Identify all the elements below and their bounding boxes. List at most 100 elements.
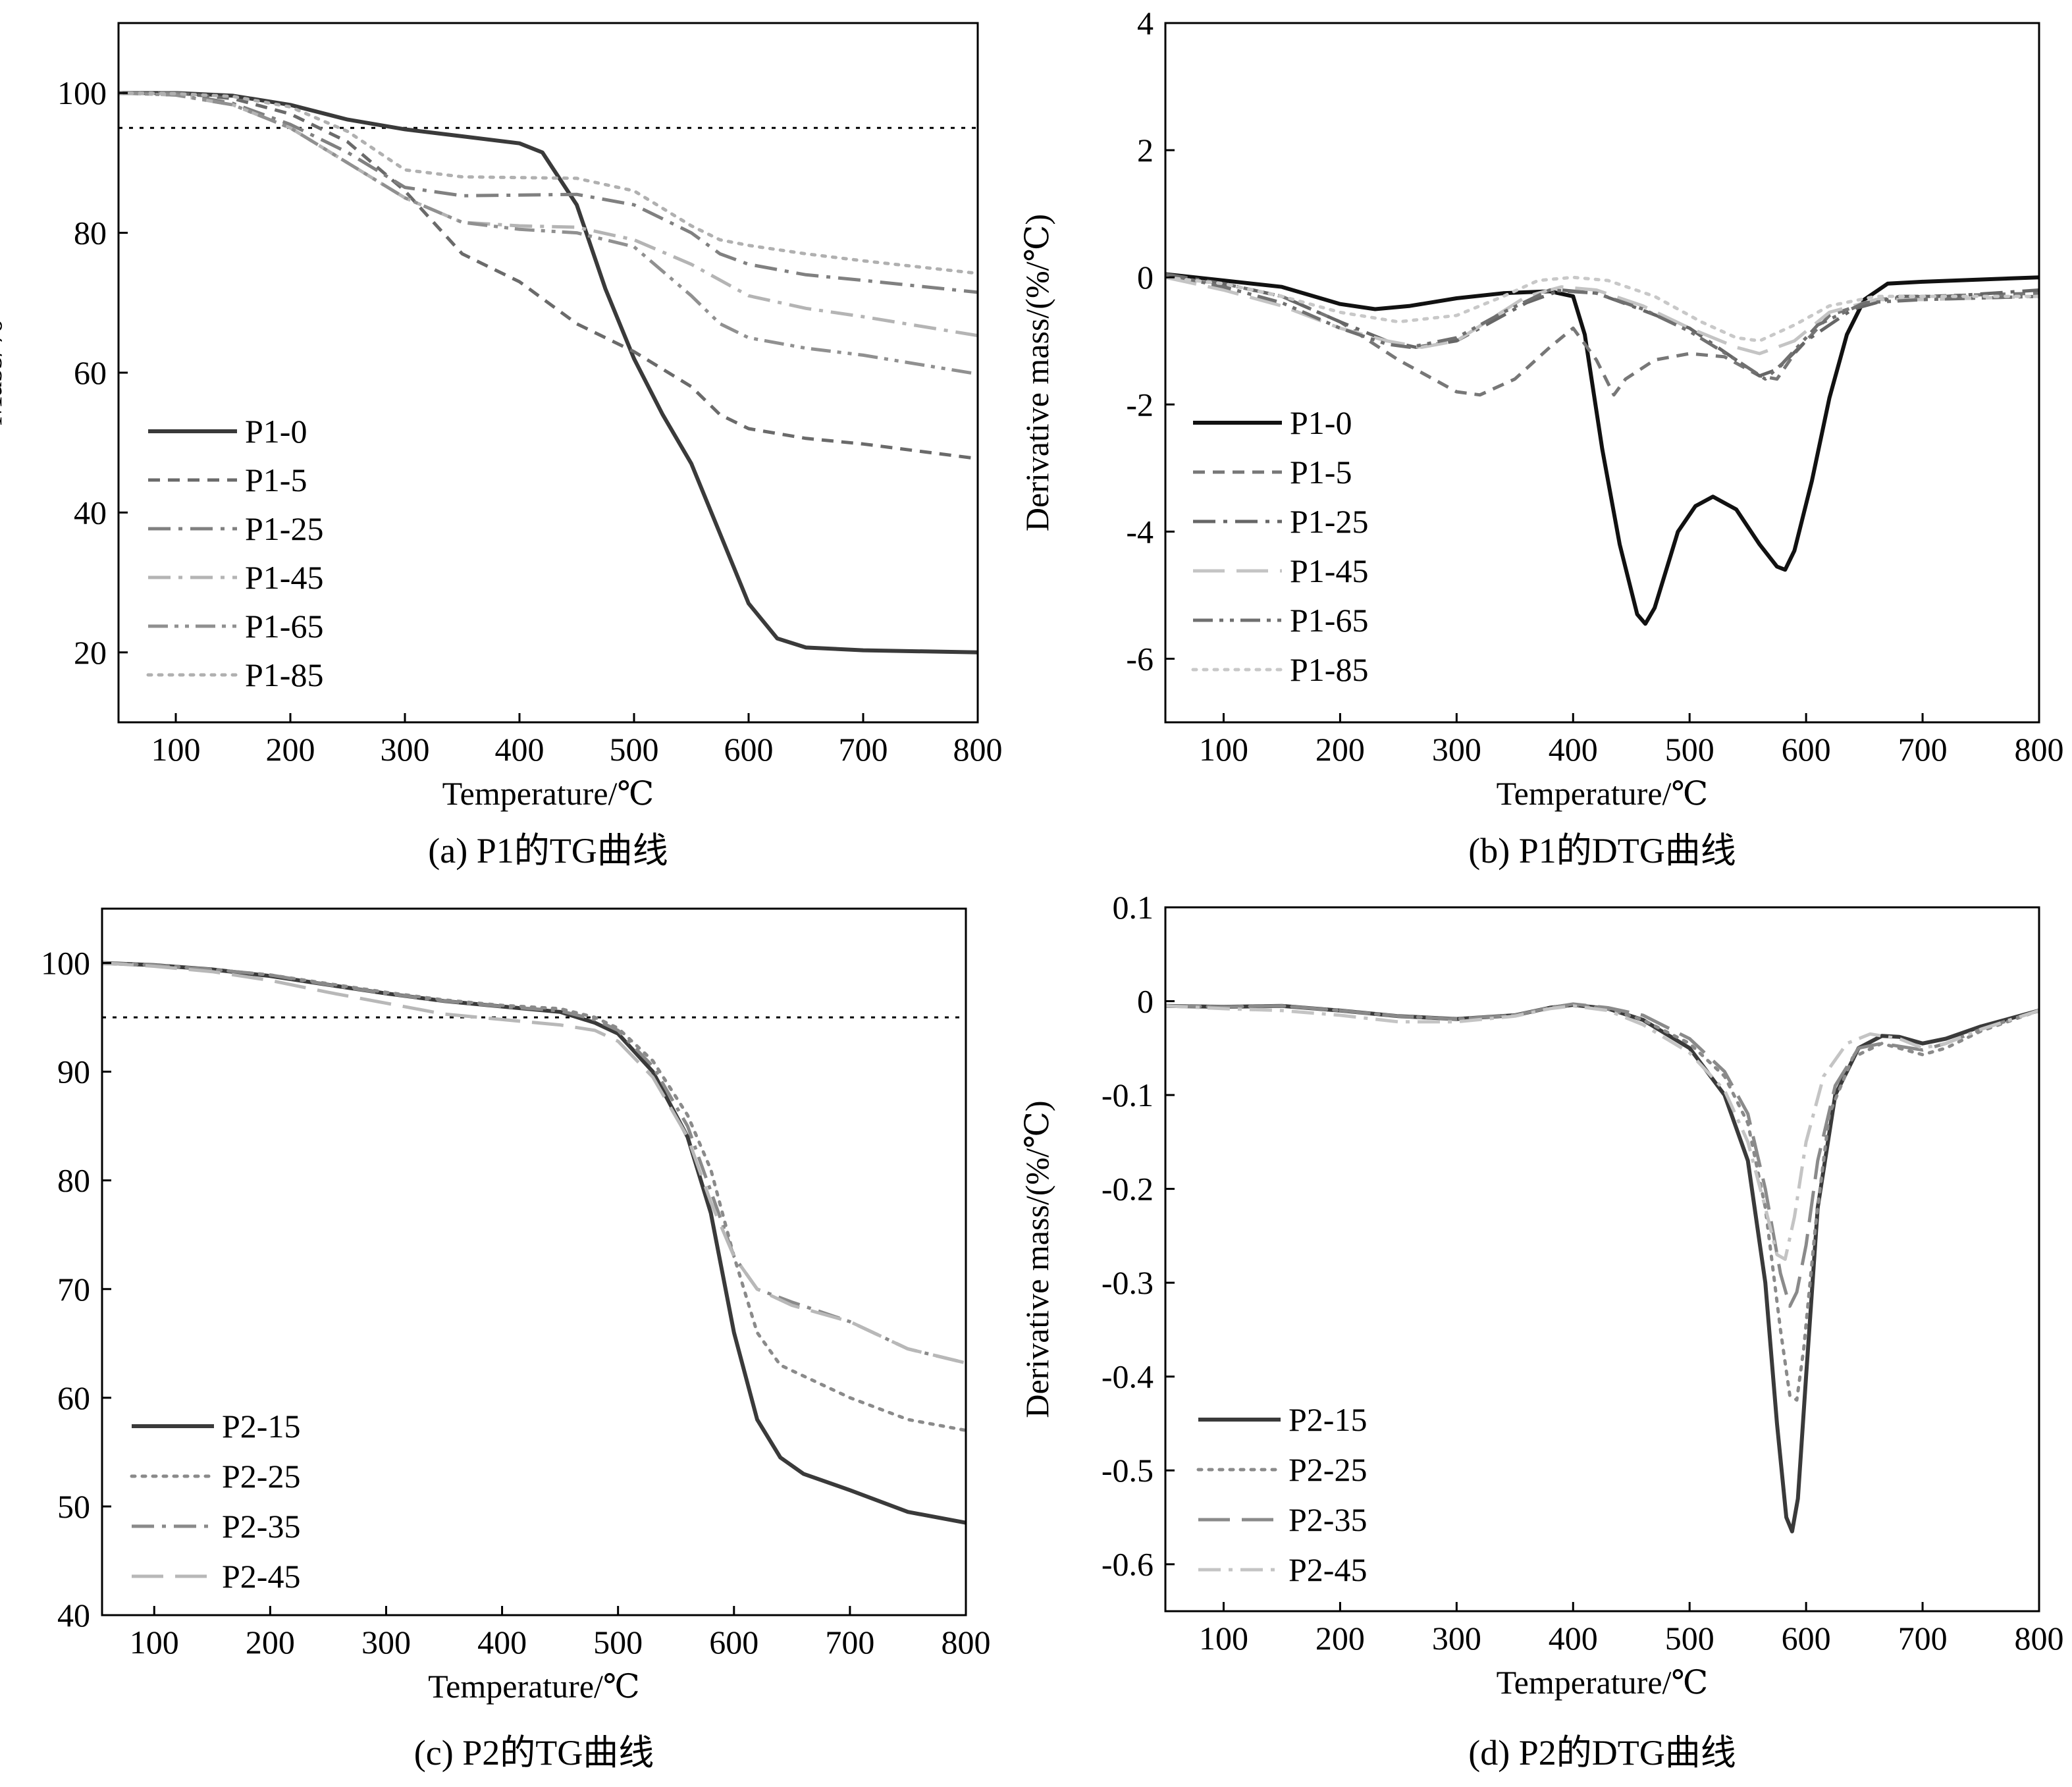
x-tick-label: 200 — [266, 731, 315, 768]
x-tick-label: 100 — [130, 1624, 179, 1661]
y-tick-label: 80 — [74, 215, 107, 252]
series-line-p2-25 — [102, 961, 966, 1432]
y-tick-label: 100 — [57, 74, 107, 111]
legend-label-p1-25: P1-25 — [1290, 503, 1368, 540]
series-line-p1-45 — [1165, 275, 2039, 356]
legend-label-p2-25: P2-25 — [1288, 1451, 1367, 1488]
y-tick-label: 60 — [74, 354, 107, 391]
legend-label-p1-45: P1-45 — [245, 559, 323, 596]
x-tick-label: 300 — [381, 731, 430, 768]
chart-caption: (c) P2的TG曲线 — [414, 1733, 654, 1773]
y-axis-title: Derivative mass/(%/℃) — [1019, 1100, 1055, 1418]
legend-label-p2-35: P2-35 — [222, 1508, 300, 1545]
x-tick-label: 400 — [1549, 731, 1598, 768]
series-line-p1-85 — [1165, 275, 2039, 343]
y-tick-label: 0 — [1137, 983, 1154, 1020]
x-tick-label: 700 — [1898, 1620, 1948, 1657]
chart-caption: (d) P2的DTG曲线 — [1468, 1733, 1736, 1773]
legend: P1-0 P1-5 P1-25 P1-45 P1-65 P1-85 — [146, 413, 323, 693]
legend-label-p1-45: P1-45 — [1290, 552, 1368, 589]
y-tick-label: 40 — [74, 494, 107, 531]
legend-label-p1-0: P1-0 — [1290, 404, 1352, 441]
plot-frame — [1164, 22, 2040, 724]
x-tick-label: 100 — [1199, 1620, 1248, 1657]
x-tick-label: 300 — [361, 1624, 411, 1661]
legend: P2-15 P2-25 P2-35 P2-45 — [1196, 1401, 1367, 1588]
x-tick-label: 600 — [709, 1624, 758, 1661]
legend-label-p1-5: P1-5 — [1290, 454, 1352, 491]
x-tick-label: 200 — [1315, 1620, 1365, 1657]
x-tick-label: 500 — [610, 731, 659, 768]
series-line-p1-65 — [119, 91, 978, 376]
legend-label-p1-65: P1-65 — [245, 608, 323, 645]
legend-label-p1-5: P1-5 — [245, 462, 307, 498]
x-tick-label: 100 — [1199, 731, 1248, 768]
y-tick-label: 0 — [1137, 259, 1154, 296]
y-tick-label: 100 — [41, 945, 90, 982]
y-tick-label: 70 — [57, 1271, 90, 1308]
x-tick-label: 800 — [953, 731, 1003, 768]
x-tick-label: 500 — [1665, 731, 1714, 768]
y-tick-label: -0.2 — [1102, 1171, 1154, 1208]
y-axis-title: Mass/% — [0, 319, 9, 425]
series-line-p1-45 — [119, 91, 978, 338]
y-tick-label: -0.1 — [1102, 1077, 1154, 1113]
series-line-p2-45 — [1165, 1004, 2039, 1261]
series-line-p1-0 — [119, 91, 978, 654]
legend-label-p2-15: P2-15 — [222, 1408, 300, 1445]
plot-frame — [1164, 906, 2040, 1613]
x-tick-label: 800 — [2015, 731, 2064, 768]
chart-c: 100 200 300 400 500 600 700 800 40 50 60 70 80 90 100 T… — [41, 907, 991, 1773]
x-tick-label: 300 — [1432, 731, 1481, 768]
chart-caption: (b) P1的DTG曲线 — [1468, 831, 1736, 870]
y-tick-label: 50 — [57, 1488, 90, 1525]
x-tick-label: 800 — [942, 1624, 991, 1661]
x-tick-label: 500 — [1665, 1620, 1714, 1657]
series-line-p2-25 — [1165, 1003, 2039, 1402]
series-line-p2-35 — [102, 961, 966, 1365]
y-tick-label: 0.1 — [1113, 889, 1154, 926]
x-tick-label: 100 — [151, 731, 201, 768]
y-axis-title: Derivative mass/(%/℃) — [1019, 214, 1055, 531]
chart-a: 100 200 300 400 500 600 700 800 20 40 60 80 100 Tempe… — [0, 22, 1003, 870]
legend-label-p2-45: P2-45 — [222, 1558, 300, 1595]
x-tick-label: 600 — [1782, 1620, 1831, 1657]
x-tick-label: 300 — [1432, 1620, 1481, 1657]
y-tick-label: -2 — [1126, 386, 1154, 423]
chart-d: 100 200 300 400 500 600 700 800 -0.6 -0.5 -0.4 -0.3… — [1019, 889, 2064, 1773]
x-axis-title: Temperature/℃ — [428, 1668, 640, 1705]
y-tick-label: 90 — [57, 1054, 90, 1090]
series-line-p2-35 — [1165, 1002, 2039, 1308]
y-tick-label: 4 — [1137, 5, 1154, 41]
plot-frame — [101, 907, 967, 1616]
x-tick-label: 200 — [246, 1624, 295, 1661]
legend-label-p2-25: P2-25 — [222, 1458, 300, 1495]
x-axis-title: Temperature/℃ — [1497, 1664, 1709, 1701]
y-tick-label: -6 — [1126, 640, 1154, 677]
chart-b: 100 200 300 400 500 600 700 800 -6 -4 -2 0 2 4 Tempera… — [1019, 5, 2064, 870]
legend: P2-15 P2-25 P2-35 P2-45 — [130, 1408, 300, 1595]
y-tick-label: 40 — [57, 1597, 90, 1634]
series-line-p1-5 — [119, 91, 978, 461]
y-tick-label: -0.4 — [1102, 1358, 1154, 1395]
legend-label-p1-25: P1-25 — [245, 510, 323, 547]
legend-label-p2-45: P2-45 — [1288, 1551, 1367, 1588]
y-tick-label: 20 — [74, 634, 107, 671]
y-tick-label: 80 — [57, 1162, 90, 1199]
series-line-p1-85 — [119, 91, 978, 275]
legend: P1-0 P1-5 P1-25 P1-45 P1-65 P1-85 — [1191, 404, 1368, 688]
legend-label-p2-15: P2-15 — [1288, 1401, 1367, 1438]
series-line-p1-65 — [1165, 272, 2039, 381]
x-tick-label: 400 — [1549, 1620, 1598, 1657]
y-tick-label: -0.5 — [1102, 1452, 1154, 1489]
x-tick-label: 200 — [1315, 731, 1365, 768]
y-tick-label: -0.6 — [1102, 1546, 1154, 1583]
chart-caption: (a) P1的TG曲线 — [428, 831, 668, 870]
y-tick-label: -4 — [1126, 513, 1154, 550]
legend-label-p1-85: P1-85 — [1290, 651, 1368, 688]
x-tick-label: 600 — [1782, 731, 1831, 768]
legend-label-p1-85: P1-85 — [245, 656, 323, 693]
x-tick-label: 800 — [2015, 1620, 2064, 1657]
series-line-p2-45 — [102, 961, 966, 1365]
